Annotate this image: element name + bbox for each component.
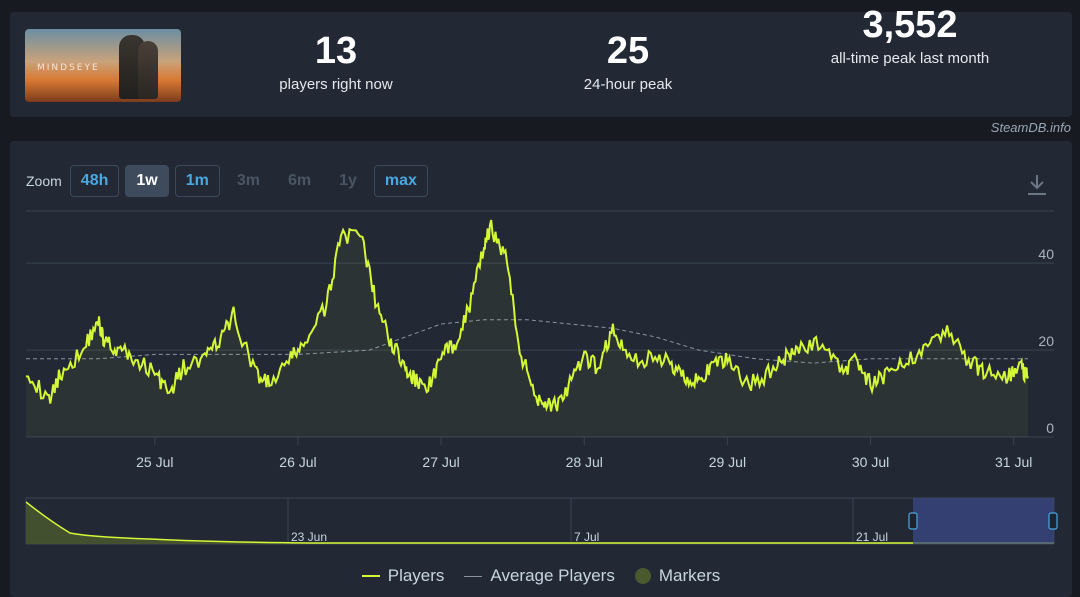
navigator-chart[interactable]: 23 Jun 7 Jul 21 Jul: [10, 141, 1072, 561]
x-tick-label: 29 Jul: [709, 454, 746, 470]
x-tick-label: 28 Jul: [566, 454, 603, 470]
legend-label: Markers: [658, 566, 721, 585]
x-tick-label: 25 Jul: [136, 454, 173, 470]
zoom-button-3m: 3m: [236, 172, 260, 189]
x-tick-label: 27 Jul: [422, 454, 459, 470]
series-players[interactable]: [25, 219, 1029, 413]
navigator-tick-label: 7 Jul: [574, 530, 599, 544]
stat-value: 3,552: [862, 4, 958, 46]
navigator-handle-left[interactable]: [908, 512, 918, 530]
stat-label: all-time peak last month: [830, 50, 990, 67]
x-tick-label: 31 Jul: [995, 454, 1032, 470]
chart-legend: Players Average Players Markers: [10, 566, 1072, 586]
legend-item-markers[interactable]: Markers: [634, 566, 721, 586]
zoom-button-max[interactable]: max: [373, 165, 428, 197]
chart-panel: Zoom 48h 1w 1m 3m 6m 1y max 0 20 40 25 Jul 26 Jul 2…: [10, 141, 1072, 597]
zoom-button-1y: 1y: [339, 172, 357, 189]
stat-players-now: 13 players right now: [236, 28, 436, 93]
legend-average-swatch: [464, 575, 483, 577]
legend-label: Players: [387, 566, 445, 585]
stat-label: 24-hour peak: [583, 76, 673, 93]
legend-label: Average Players: [490, 566, 615, 585]
legend-item-players[interactable]: Players: [361, 566, 445, 586]
x-tick-label: 30 Jul: [852, 454, 889, 470]
navigator-frame: [25, 497, 1055, 545]
steamdb-watermark: SteamDB.info: [990, 120, 1071, 135]
game-logo-text: MINDSEYE: [37, 63, 100, 73]
y-tick-label: 0: [1046, 420, 1054, 436]
stat-24h-peak: 25 24-hour peak: [528, 28, 728, 93]
zoom-button-group: 48h 1w 1m 3m 6m 1y max: [69, 165, 434, 197]
legend-players-swatch: [361, 575, 380, 577]
stat-label: players right now: [279, 76, 393, 93]
y-tick-label: 20: [1038, 333, 1054, 349]
navigator-tick-label: 23 Jun: [291, 530, 327, 544]
game-capsule-image[interactable]: MINDSEYE: [25, 29, 181, 102]
navigator-tick-label: 21 Jul: [856, 530, 888, 544]
zoom-label: Zoom: [26, 173, 62, 189]
zoom-button-1m[interactable]: 1m: [174, 165, 220, 197]
zoom-button-6m: 6m: [287, 172, 312, 189]
stat-value: 25: [606, 30, 650, 72]
navigator-series: [25, 501, 1054, 544]
legend-item-average-players[interactable]: Average Players: [464, 566, 615, 586]
zoom-button-1w[interactable]: 1w: [125, 165, 169, 197]
navigator-selection[interactable]: [913, 498, 1054, 544]
x-tick-label: 26 Jul: [279, 454, 316, 470]
capsule-character-figure-2: [138, 41, 158, 99]
stat-value: 13: [314, 30, 358, 72]
navigator-area: [26, 502, 1054, 544]
download-icon[interactable]: [1026, 173, 1048, 197]
stat-all-time-peak: 3,552 all-time peak last month: [790, 4, 1030, 93]
legend-markers-swatch: [634, 568, 651, 584]
zoom-button-48h[interactable]: 48h: [69, 165, 120, 197]
navigator-handle-right[interactable]: [1048, 512, 1058, 530]
y-tick-label: 40: [1038, 246, 1054, 262]
player-count-chart[interactable]: 0 20 40 25 Jul 26 Jul 27 Jul 28 Jul 29 Jul 30 Ju…: [10, 141, 1072, 471]
stats-panel: MINDSEYE 13 players right now 25 24-hour…: [10, 4, 1072, 117]
zoom-bar: Zoom 48h 1w 1m 3m 6m 1y max: [26, 165, 434, 197]
series-average-players: [26, 319, 1028, 364]
